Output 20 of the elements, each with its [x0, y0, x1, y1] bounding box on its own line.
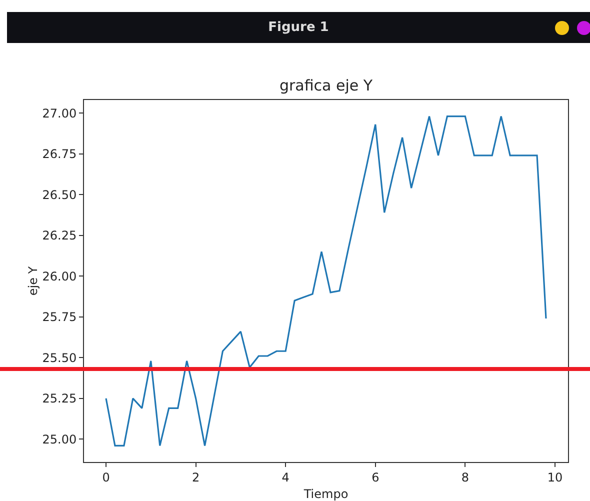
- y-tick-label: 26.25: [42, 228, 77, 243]
- x-tick-label: 4: [282, 470, 290, 484]
- x-tick-label: 10: [547, 470, 563, 484]
- y-tick-label: 26.75: [42, 147, 77, 162]
- y-tick-label: 26.50: [42, 188, 77, 202]
- x-tick-label: 8: [461, 470, 469, 484]
- caption: Figure 1: [268, 20, 329, 35]
- y-tick-label: 26.00: [42, 269, 77, 284]
- line-series: [105, 116, 547, 446]
- x-tick-label: 0: [102, 470, 110, 484]
- y-tick-label: 25.50: [42, 350, 77, 365]
- x-tick-label: 6: [372, 470, 380, 484]
- y-tick-label: 25.75: [42, 310, 77, 324]
- y-tick-label: 27.00: [42, 106, 77, 120]
- x-tick-label: 2: [192, 470, 200, 484]
- y-tick-label: 25.00: [42, 432, 77, 446]
- chart-title: grafica eje Y: [279, 76, 374, 94]
- x-axis-title: Tiempo: [302, 487, 348, 501]
- y-axis-title: eje Y: [26, 266, 40, 296]
- y-tick-label: 25.25: [42, 392, 77, 406]
